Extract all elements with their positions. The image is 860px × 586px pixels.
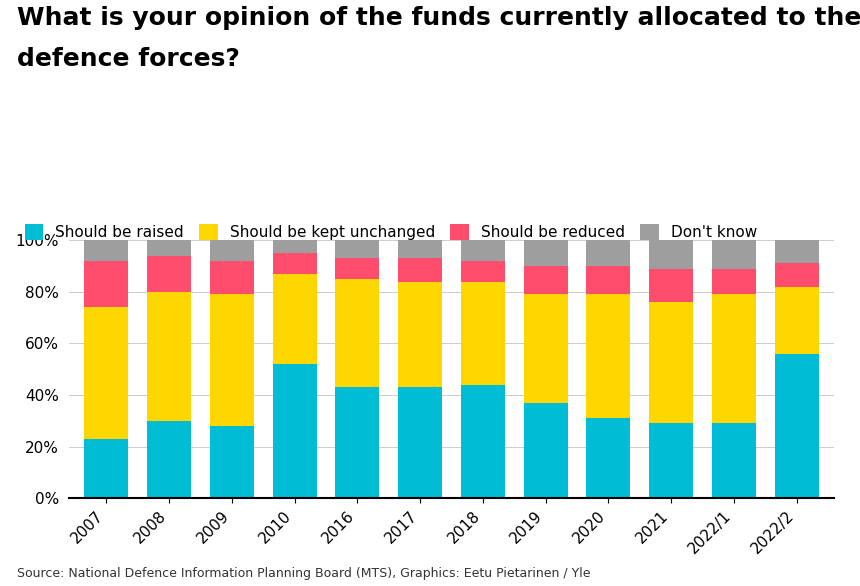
- Bar: [649, 268, 693, 302]
- Bar: [335, 387, 379, 498]
- Bar: [273, 274, 316, 364]
- Bar: [587, 418, 630, 498]
- Bar: [649, 240, 693, 268]
- Bar: [712, 423, 756, 498]
- Bar: [461, 384, 505, 498]
- Bar: [210, 426, 254, 498]
- Bar: [461, 261, 505, 281]
- Bar: [775, 264, 819, 287]
- Text: Source: National Defence Information Planning Board (MTS), Graphics: Eetu Pietar: Source: National Defence Information Pla…: [17, 567, 591, 580]
- Bar: [335, 240, 379, 258]
- Bar: [210, 240, 254, 261]
- Bar: [775, 240, 819, 264]
- Bar: [147, 240, 191, 255]
- Bar: [461, 281, 505, 384]
- Bar: [398, 281, 442, 387]
- Bar: [712, 240, 756, 268]
- Bar: [775, 354, 819, 498]
- Bar: [524, 266, 568, 294]
- Legend: Should be raised, Should be kept unchanged, Should be reduced, Don't know: Should be raised, Should be kept unchang…: [25, 224, 757, 240]
- Bar: [147, 255, 191, 292]
- Bar: [649, 423, 693, 498]
- Bar: [524, 294, 568, 403]
- Bar: [587, 240, 630, 266]
- Bar: [524, 403, 568, 498]
- Bar: [398, 387, 442, 498]
- Bar: [147, 292, 191, 421]
- Bar: [147, 421, 191, 498]
- Bar: [587, 294, 630, 418]
- Bar: [398, 240, 442, 258]
- Bar: [84, 261, 128, 307]
- Bar: [273, 364, 316, 498]
- Bar: [335, 279, 379, 387]
- Bar: [398, 258, 442, 281]
- Bar: [273, 253, 316, 274]
- Bar: [649, 302, 693, 423]
- Bar: [461, 240, 505, 261]
- Bar: [712, 268, 756, 294]
- Bar: [84, 240, 128, 261]
- Bar: [587, 266, 630, 294]
- Text: defence forces?: defence forces?: [17, 47, 240, 71]
- Bar: [84, 439, 128, 498]
- Bar: [273, 240, 316, 253]
- Text: What is your opinion of the funds currently allocated to the: What is your opinion of the funds curren…: [17, 6, 860, 30]
- Bar: [335, 258, 379, 279]
- Bar: [524, 240, 568, 266]
- Bar: [84, 307, 128, 439]
- Bar: [210, 261, 254, 294]
- Bar: [775, 287, 819, 354]
- Bar: [210, 294, 254, 426]
- Bar: [712, 294, 756, 423]
